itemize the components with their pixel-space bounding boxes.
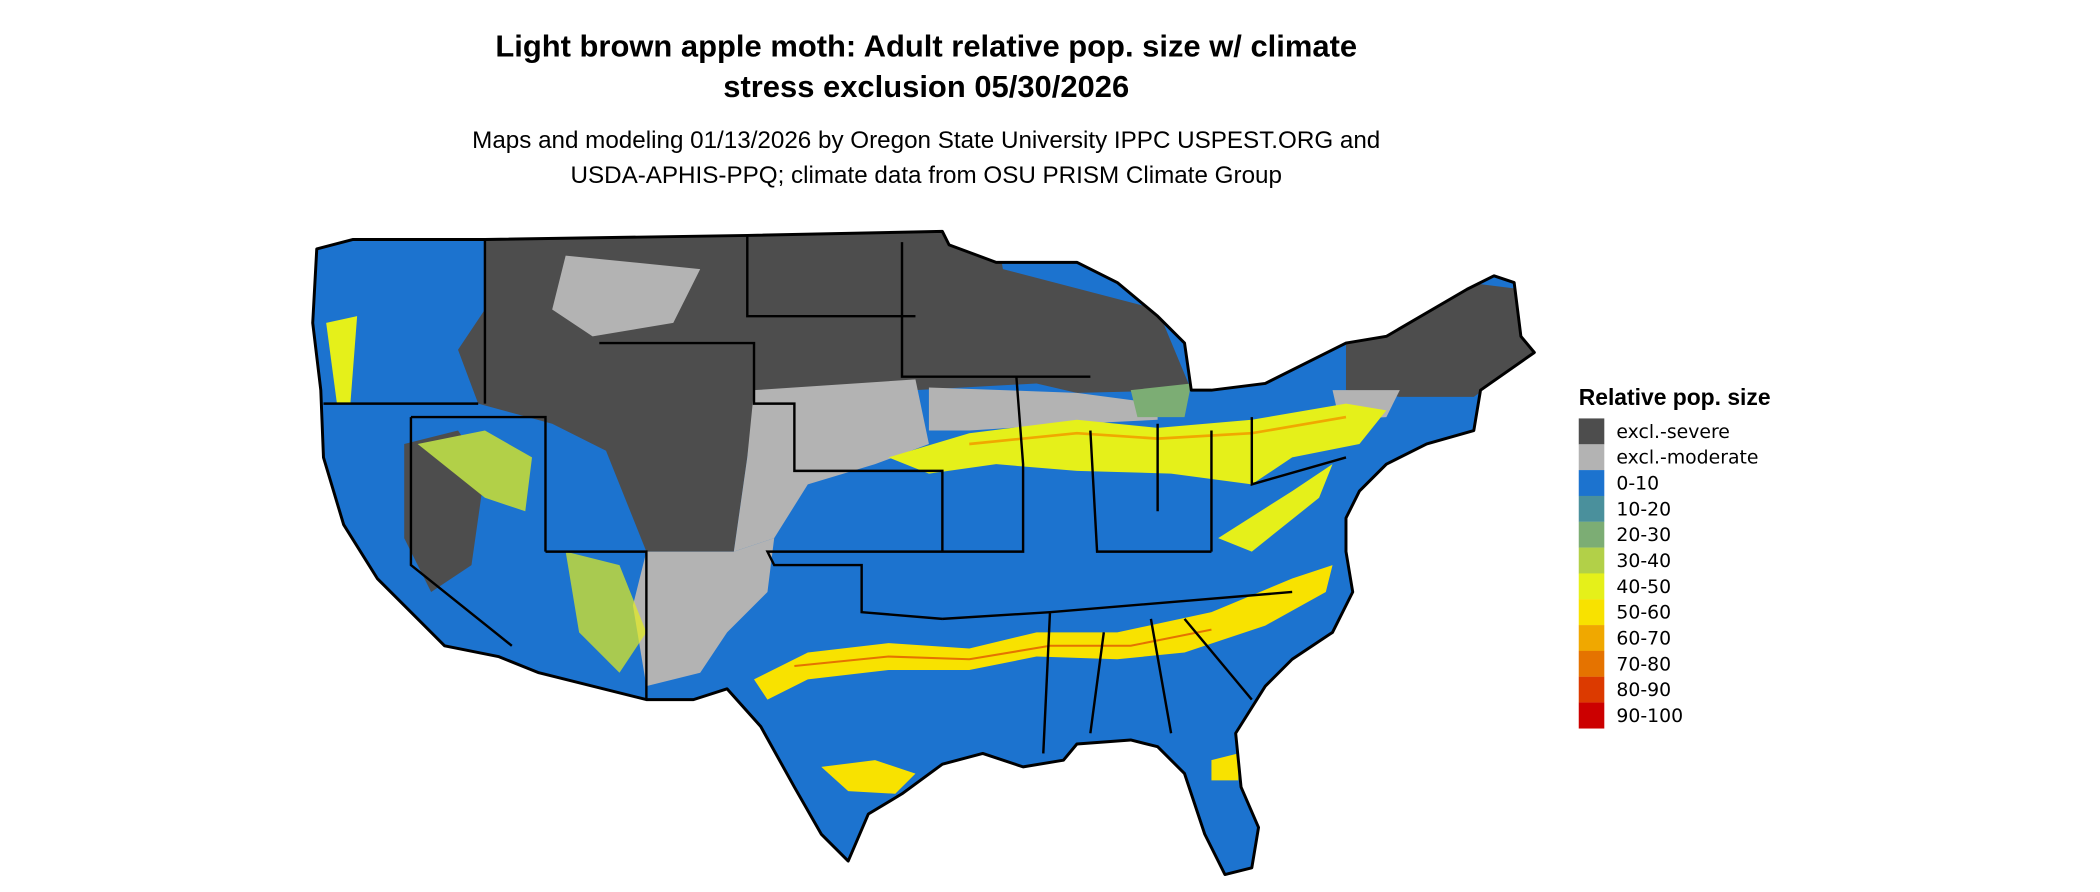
map-band-south-orange [794, 628, 1212, 667]
map-subtitle-line2: USDA-APHIS-PPQ; climate data from OSU PR… [570, 162, 1282, 189]
legend-label: excl.-severe [1616, 422, 1729, 443]
legend-swatch [1578, 650, 1605, 677]
map-region-excl-moderate-nw [552, 255, 701, 337]
legend-label: 0-10 [1616, 474, 1659, 495]
legend-swatch [1578, 676, 1605, 703]
legend-swatch [1578, 702, 1605, 729]
us-map [311, 229, 1536, 876]
legend-label: excl.-moderate [1616, 448, 1758, 469]
map-subtitle-line1: Maps and modeling 01/13/2026 by Oregon S… [472, 127, 1380, 154]
map-band-texas-coast [821, 760, 916, 794]
legend-swatch [1578, 418, 1605, 445]
legend-swatch [1578, 599, 1605, 626]
legend-label: 30-40 [1616, 551, 1671, 572]
legend: Relative pop. size excl.-severe excl.-mod… [1578, 384, 1771, 729]
legend-swatch [1578, 625, 1605, 652]
map-band-ne-green [1130, 383, 1192, 418]
legend-swatch [1578, 470, 1605, 497]
map-title-line2: stress exclusion 05/30/2026 [723, 69, 1129, 104]
map-region-excl-moderate-sw [632, 538, 775, 687]
map-band-rockies [417, 430, 533, 512]
legend-label: 50-60 [1616, 603, 1671, 624]
map-region-excl-moderate-midwest [928, 387, 1158, 431]
map-band-west-coast [326, 316, 358, 404]
map-band-south-yellow [754, 565, 1333, 700]
legend-label: 80-90 [1616, 680, 1671, 701]
legend-label: 60-70 [1616, 629, 1671, 650]
legend-swatch [1578, 521, 1605, 548]
legend-label: 70-80 [1616, 654, 1671, 675]
map-band-florida [1211, 753, 1239, 781]
map-region-excl-moderate-plains [733, 379, 929, 552]
map-title-line1: Light brown apple moth: Adult relative p… [495, 29, 1357, 64]
legend-swatch [1578, 547, 1605, 574]
legend-swatch [1578, 495, 1605, 522]
legend-title: Relative pop. size [1579, 384, 1771, 410]
map-band-appalachian [1218, 464, 1333, 552]
legend-label: 10-20 [1616, 499, 1671, 520]
map-region-excl-severe-northeast [1345, 282, 1535, 397]
map-band-north-yellow [888, 403, 1387, 485]
legend-swatch [1578, 573, 1605, 600]
legend-label: 90-100 [1616, 706, 1683, 727]
legend-swatch [1578, 444, 1605, 471]
state-borders [323, 235, 1347, 754]
legend-label: 40-50 [1616, 577, 1671, 598]
legend-label: 20-30 [1616, 525, 1671, 546]
map-band-arizona [565, 551, 647, 673]
